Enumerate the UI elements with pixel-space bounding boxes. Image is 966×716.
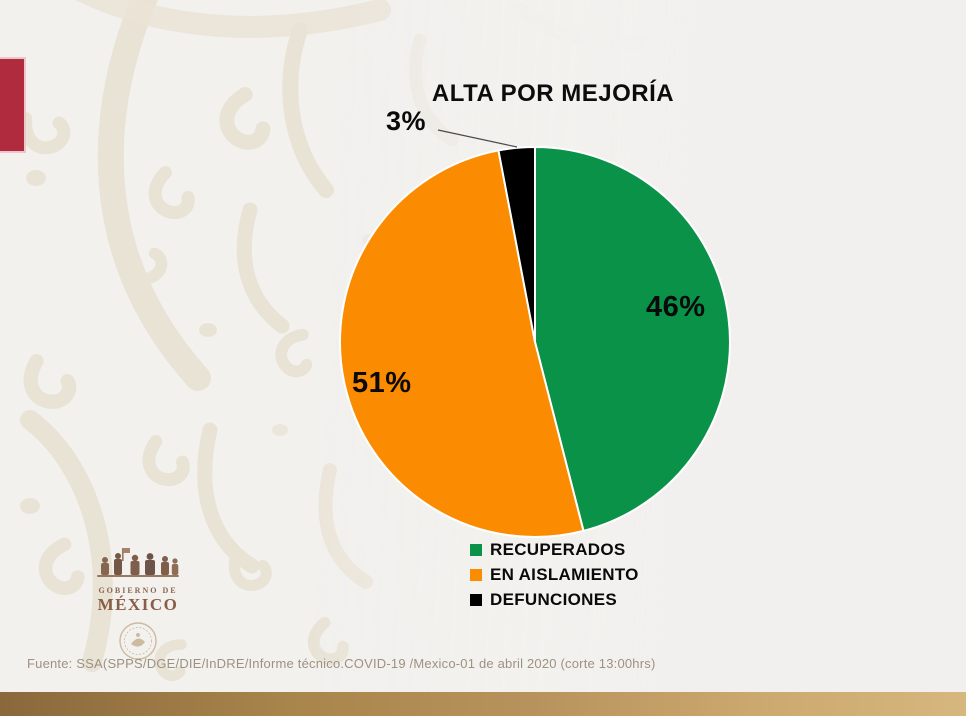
pie-label-en-aislamiento: 51% xyxy=(352,367,412,399)
pie-slice-defunciones xyxy=(497,145,536,343)
heroes-figures-icon xyxy=(97,548,179,577)
pie-label-defunciones: 3% xyxy=(386,106,427,136)
legend-item-label: EN AISLAMIENTO xyxy=(490,565,639,584)
national-seal-icon xyxy=(119,622,157,660)
source-note: Fuente: SSA(SPPS/DGE/DIE/InDRE/Informe t… xyxy=(27,656,656,671)
legend-item: RECUPERADOS xyxy=(470,540,639,559)
pie-chart xyxy=(339,145,731,538)
gobierno-de-mexico-logo: GOBIERNO DE MÉXICO xyxy=(86,547,190,667)
pie-slice-en-aislamiento xyxy=(339,149,585,538)
legend-item-label: DEFUNCIONES xyxy=(490,590,618,609)
legend-item-label: RECUPERADOS xyxy=(490,540,626,559)
footer-gold-bar xyxy=(0,692,966,716)
legend-swatch-icon xyxy=(470,594,482,606)
accent-red-bar xyxy=(0,57,26,153)
logo-mexico-text: MÉXICO xyxy=(97,595,179,614)
logo-gobierno-de-text: GOBIERNO DE xyxy=(98,586,178,595)
pie-label-recuperados: 46% xyxy=(646,291,706,323)
chart-legend: RECUPERADOS EN AISLAMIENTO DEFUNCIONES xyxy=(470,540,639,616)
legend-item: DEFUNCIONES xyxy=(470,590,639,609)
legend-swatch-icon xyxy=(470,569,482,581)
chart-title: ALTA POR MEJORÍA xyxy=(431,80,675,107)
pie-slice-recuperados xyxy=(534,146,731,532)
legend-item: EN AISLAMIENTO xyxy=(470,565,639,584)
legend-swatch-icon xyxy=(470,544,482,556)
